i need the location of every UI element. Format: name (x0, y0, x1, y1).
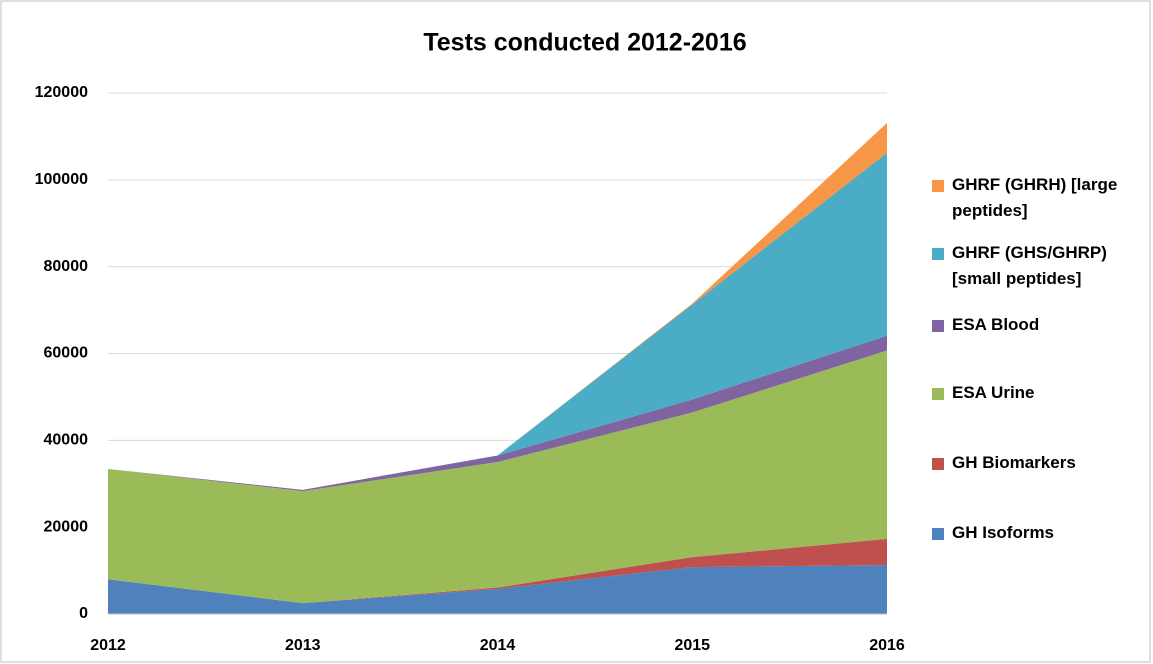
legend-label: ESA Urine (952, 383, 1035, 402)
y-tick-label: 100000 (35, 171, 88, 188)
y-tick-label: 20000 (44, 518, 89, 535)
legend-label: GH Biomarkers (952, 453, 1076, 472)
x-tick-label: 2014 (480, 637, 516, 654)
x-tick-label: 2015 (674, 637, 710, 654)
y-tick-label: 40000 (44, 432, 89, 449)
area (108, 350, 887, 604)
legend-swatch (932, 528, 944, 540)
legend-label: ESA Blood (952, 315, 1040, 334)
x-tick-label: 2016 (869, 637, 905, 654)
y-tick-label: 0 (79, 605, 88, 622)
legend-label: GH Isoforms (952, 523, 1055, 542)
area (108, 152, 887, 490)
legend-label: GHRF (GHS/GHRP) [small peptides] (952, 243, 1107, 288)
y-tick-label: 120000 (35, 84, 88, 101)
legend-swatch (932, 320, 944, 332)
area (108, 335, 887, 492)
x-tick-label: 2012 (90, 637, 126, 654)
legend-swatch (932, 248, 944, 260)
legend-swatch (932, 180, 944, 192)
y-tick-label: 60000 (44, 345, 89, 362)
y-tick-label: 80000 (44, 258, 89, 275)
area (108, 564, 887, 614)
legend-label: GHRF (GHRH) [large peptides] (952, 175, 1118, 220)
x-tick-label: 2013 (285, 637, 321, 654)
chart-title: Tests conducted 2012-2016 (423, 29, 746, 57)
legend-swatch (932, 458, 944, 470)
legend-swatch (932, 388, 944, 400)
